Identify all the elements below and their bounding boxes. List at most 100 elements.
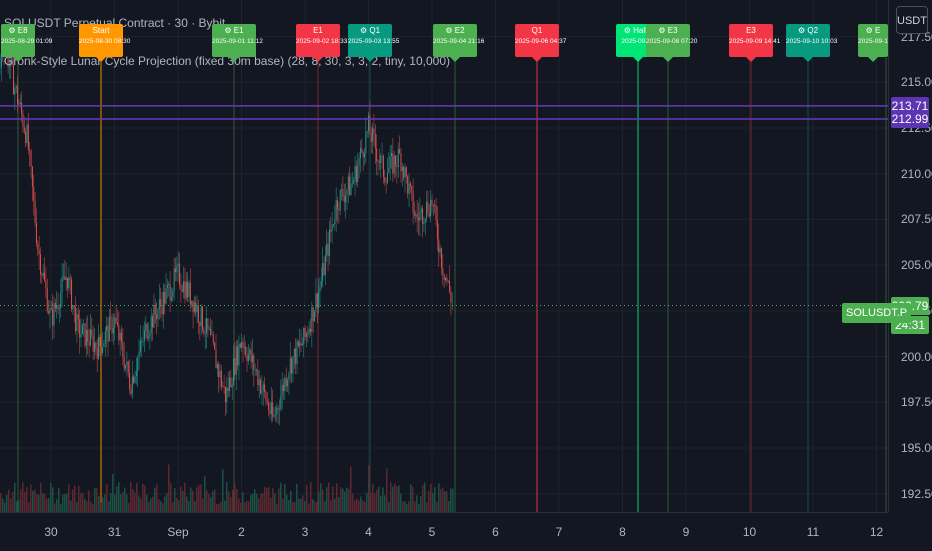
candle-body [111, 317, 113, 334]
volume-bar [130, 482, 132, 512]
candle-body [272, 402, 274, 417]
volume-bar [26, 486, 28, 512]
volume-bar [168, 464, 170, 512]
candle-body [438, 239, 440, 253]
candle-body [127, 361, 129, 374]
cycle-label-name: ⚙ E8 [8, 26, 28, 35]
volume-bar [436, 501, 438, 512]
candle-body [134, 375, 136, 383]
volume-bar [338, 497, 340, 512]
candle-body [157, 309, 159, 320]
candle-body [27, 124, 29, 150]
volume-bar [446, 491, 448, 512]
candle-body [249, 349, 251, 355]
volume-bar [74, 485, 76, 512]
volume-bar [66, 493, 68, 512]
volume-bar [308, 503, 310, 512]
candle-body [350, 183, 352, 196]
candle-body [297, 341, 299, 347]
currency-button[interactable]: USDT [896, 6, 928, 34]
candle-body [85, 329, 87, 346]
candle-body [102, 347, 104, 353]
candle-body [40, 254, 41, 275]
candle-body [427, 202, 429, 214]
candle-body [377, 160, 379, 162]
volume-bar [40, 482, 42, 512]
volume-bar [84, 498, 86, 512]
candle-body [264, 384, 266, 392]
volume-bar [382, 487, 384, 512]
volume-bar [390, 482, 392, 512]
candle-body [38, 250, 40, 255]
candle-body [175, 268, 176, 273]
volume-bar [140, 498, 142, 512]
volume-bar [318, 491, 320, 512]
candle-body [423, 222, 425, 224]
candle-body [304, 327, 306, 338]
symbol-title[interactable]: SOLUSDT Perpetual Contract · 30 · Bybit [4, 16, 226, 30]
volume-bar [82, 493, 84, 512]
candle-body [23, 126, 25, 132]
volume-bar [290, 491, 292, 512]
candle-body [164, 291, 166, 304]
candle-body [243, 347, 245, 348]
cycle-label-name: E1 [313, 26, 323, 35]
volume-bar [4, 502, 6, 512]
candle-body [76, 314, 78, 332]
time-tick: Sep [167, 525, 189, 539]
indicator-legend[interactable]: Gronk-Style Lunar Cycle Projection (fixe… [4, 54, 450, 68]
candle-body [0, 67, 1, 69]
candle-body [149, 332, 151, 337]
volume-bar [150, 498, 152, 512]
candle-body [265, 391, 267, 402]
candle-body [242, 341, 244, 348]
candle-body [343, 196, 345, 203]
volume-bar [166, 493, 168, 512]
volume-bar [298, 498, 300, 512]
candle-body [257, 369, 259, 386]
volume-bar [344, 491, 346, 512]
candle-body [129, 373, 131, 390]
candle-body [310, 328, 311, 332]
candle-body [439, 248, 441, 253]
volume-bar [286, 494, 288, 512]
cycle-label-name: Q1 [531, 26, 543, 35]
candle-body [418, 218, 419, 221]
price-scale[interactable]: 217.50215.00212.50210.00207.50205.00202.… [888, 0, 932, 512]
candle-body [29, 149, 31, 151]
candle-body [162, 291, 164, 315]
volume-bar [372, 483, 374, 512]
candle-body [7, 48, 9, 67]
candle-body [41, 274, 43, 276]
candle-body [227, 387, 229, 392]
volume-bar [68, 484, 70, 512]
time-scale[interactable]: 30 31 Sep 2 3 4 5 6 7 8 9 10 11 12 [0, 512, 888, 551]
candle-body [370, 133, 372, 142]
candle-body [355, 166, 357, 182]
candle-body [342, 189, 344, 197]
candle-body [334, 219, 336, 225]
volume-bar [282, 498, 284, 512]
candle-body [372, 128, 374, 142]
volume-bar [408, 501, 410, 512]
candle-body [237, 346, 239, 366]
candle-body [322, 263, 324, 282]
candle-body [307, 333, 309, 335]
candlestick-chart[interactable] [0, 0, 888, 512]
candle-body [189, 282, 191, 305]
volume-bar [90, 501, 92, 512]
candle-body [110, 316, 112, 318]
volume-bar [144, 485, 146, 512]
cycle-label-name: ⚙ E [865, 26, 881, 35]
candle-body [393, 155, 395, 174]
volume-bar [342, 488, 344, 512]
candle-body [303, 327, 305, 345]
candle-body [327, 243, 329, 256]
candle-body [145, 323, 147, 331]
candle-body [361, 148, 363, 152]
volume-bar [388, 501, 390, 512]
cycle-label-name: Start [92, 26, 110, 35]
candle-body [56, 305, 58, 309]
candle-body [253, 355, 255, 371]
chart-plot-area[interactable] [0, 0, 888, 512]
